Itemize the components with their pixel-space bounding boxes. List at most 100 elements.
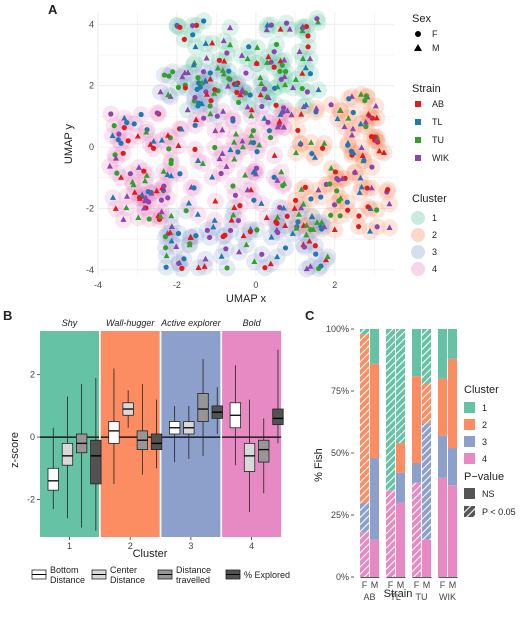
point-male (199, 79, 206, 86)
point-female (374, 224, 380, 230)
x-tick-label: 2 (332, 280, 337, 290)
point-female (192, 146, 198, 152)
point-female (207, 70, 213, 76)
point-male (299, 70, 306, 76)
sex-tick-label: F (440, 580, 446, 590)
point-male (257, 74, 264, 81)
point-female (208, 98, 214, 104)
point-male (158, 208, 165, 215)
box-body (90, 439, 102, 485)
point-male (179, 73, 186, 80)
box-body (47, 467, 59, 491)
point-male (239, 86, 246, 93)
legend-label-part: Center (110, 565, 137, 575)
point-male (198, 100, 205, 107)
point-male (367, 205, 374, 212)
y-tick-label: 0 (89, 142, 94, 152)
sex-tick-label: F (388, 580, 394, 590)
point-female (121, 125, 127, 131)
point-female (328, 102, 334, 108)
point-female (385, 186, 391, 193)
point-female (183, 208, 189, 214)
point-female (259, 251, 265, 257)
bar-hatch (360, 333, 369, 503)
point-male (334, 115, 341, 122)
box-body (243, 442, 256, 472)
point-male (207, 75, 214, 82)
point-female (292, 197, 299, 203)
point-male (187, 234, 194, 240)
legend-strain-label: TU (432, 135, 444, 145)
point-male (299, 27, 306, 34)
point-male (211, 90, 218, 96)
point-male (192, 43, 199, 50)
point-male (168, 212, 175, 219)
point-female (191, 185, 197, 191)
point-female (115, 137, 121, 143)
point-female (307, 71, 314, 77)
point-female (131, 121, 137, 127)
legend-sex-female-label: F (432, 29, 438, 39)
point-female (165, 195, 171, 201)
point-female (273, 41, 280, 48)
legend-pvalue-title: P−value (464, 471, 504, 483)
bar-x-axis-title: Strain (384, 588, 413, 600)
point-male (160, 168, 167, 174)
point-female (301, 244, 308, 250)
point-male (281, 73, 288, 80)
point-male (365, 110, 372, 117)
point-male (263, 214, 270, 220)
point-male (201, 263, 208, 269)
point-male (297, 140, 304, 146)
box-body (61, 442, 74, 466)
sex-tick-label: M (449, 580, 457, 590)
point-male (230, 211, 237, 218)
umap-y-axis-title: UMAP y (63, 123, 75, 164)
bar-segment (438, 435, 447, 478)
point-male (300, 200, 307, 207)
point-male (195, 264, 202, 270)
x-tick-label: -2 (173, 280, 181, 290)
legend-cluster-swatch (411, 228, 425, 242)
point-male (303, 231, 310, 238)
point-male (277, 25, 284, 32)
point-male (220, 108, 227, 114)
point-male (286, 26, 293, 32)
point-male (244, 186, 251, 193)
point-female (181, 256, 187, 262)
point-female (227, 227, 234, 234)
point-male (251, 258, 258, 264)
point-male (337, 195, 344, 201)
point-male (282, 81, 289, 88)
point-male (220, 70, 227, 77)
point-male (341, 123, 348, 130)
point-female (327, 181, 333, 187)
point-male (202, 40, 209, 46)
legend-cluster-title: Cluster (412, 193, 447, 205)
point-male (178, 125, 185, 132)
point-female (335, 177, 341, 183)
point-female (230, 183, 236, 189)
x-tick-label: 0 (253, 280, 258, 290)
point-male (289, 230, 296, 236)
point-male (248, 106, 255, 113)
point-female (150, 145, 157, 151)
boxplot-legend: BottomDistanceCenterDistanceDistancetrav… (31, 565, 290, 585)
point-male (362, 118, 369, 125)
point-female (177, 24, 183, 30)
point-male (295, 211, 302, 217)
point-male (231, 155, 238, 162)
boxplots (47, 349, 284, 531)
bar-segment (422, 539, 431, 577)
x-tick-label: 3 (188, 541, 193, 551)
point-male (357, 174, 364, 181)
legend-cluster-swatch (464, 453, 475, 464)
point-female (220, 233, 226, 240)
y-tick-label: 2 (30, 370, 35, 380)
point-female (299, 85, 305, 92)
point-female (250, 128, 257, 134)
point-male (280, 124, 287, 130)
point-female (280, 183, 286, 189)
